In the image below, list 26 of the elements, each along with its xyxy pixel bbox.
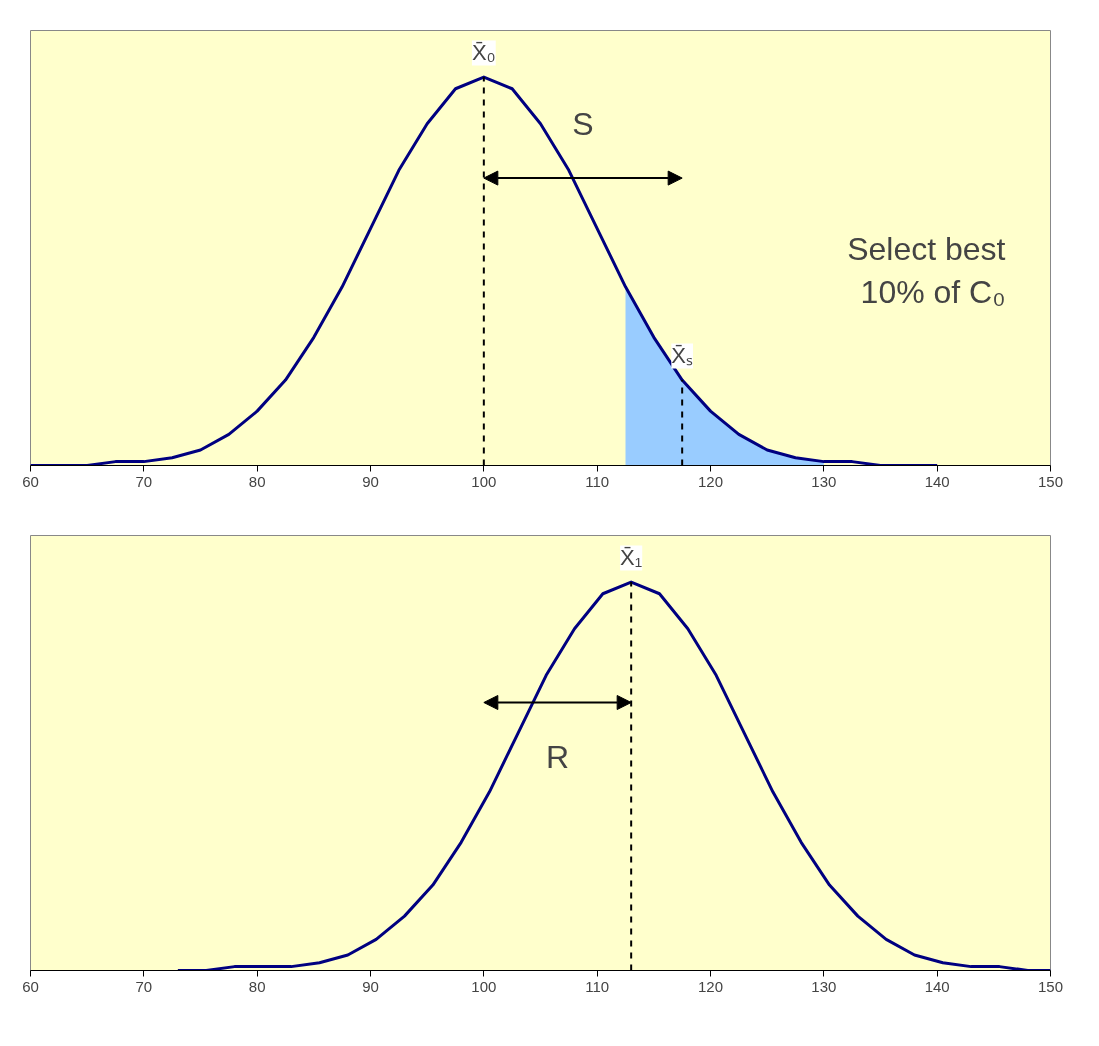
x-tick-label: 70 <box>135 472 153 490</box>
x-tick-label: 80 <box>248 977 266 995</box>
ref-line-label: X̄ₛ <box>671 343 694 369</box>
annotation: S <box>572 105 594 142</box>
x-tick-label: 130 <box>811 977 837 995</box>
x-tick-label: 90 <box>362 977 379 995</box>
x-tick-label: 140 <box>924 977 950 995</box>
x-tick-label: 90 <box>362 472 379 490</box>
x-tick-label: 150 <box>1037 472 1064 490</box>
x-tick-label: 110 <box>585 472 610 490</box>
x-tick-label: 70 <box>135 977 153 995</box>
x-tick-label: 80 <box>248 472 266 490</box>
ref-line-label: X̄₀ <box>471 40 496 66</box>
x-tick-label: 100 <box>471 472 497 490</box>
ref-line-label: X̄₁ <box>620 545 643 571</box>
x-tick-label: 150 <box>1037 977 1064 995</box>
annotation: Select best 10% of C₀ <box>847 230 1006 311</box>
x-tick-label: 60 <box>22 472 39 490</box>
x-tick-label: 130 <box>811 472 837 490</box>
annotation: R <box>545 738 570 775</box>
x-tick-label: 110 <box>585 977 610 995</box>
x-tick-label: 120 <box>697 472 724 490</box>
x-tick-label: 120 <box>697 977 724 995</box>
x-tick-label: 100 <box>471 977 497 995</box>
x-tick-label: 60 <box>22 977 39 995</box>
x-tick-label: 140 <box>924 472 950 490</box>
